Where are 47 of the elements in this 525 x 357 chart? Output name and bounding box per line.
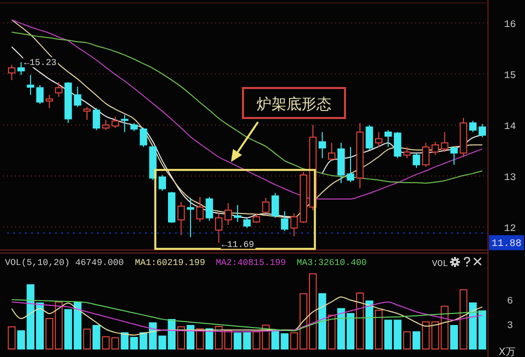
bar (431, 321, 440, 350)
bar (177, 326, 186, 350)
bar (356, 292, 364, 350)
y-tick-label: 16 (504, 20, 516, 31)
bar (92, 324, 100, 350)
bar (111, 337, 120, 350)
bar (365, 300, 374, 350)
bar (460, 289, 468, 350)
y-tick-label: 12 (504, 224, 516, 236)
y-tick-label: 15 (504, 70, 516, 82)
y-tick-label: 14 (504, 122, 516, 133)
line-series (11, 32, 483, 184)
bar (422, 321, 430, 350)
candlestick (26, 74, 34, 96)
bar (8, 326, 16, 350)
bar (280, 333, 289, 350)
bar (45, 318, 54, 350)
text: MA1:60219.199 (134, 258, 206, 268)
bar (328, 314, 336, 350)
candlestick (224, 202, 232, 226)
bar (83, 328, 91, 350)
y-tick-label: 3 (506, 321, 514, 332)
bar (102, 336, 110, 350)
annotation: ←11.69 (222, 240, 254, 250)
text: VOL (432, 259, 448, 269)
text: MA3:32610.400 (296, 258, 367, 268)
y-tick-label: 13 (504, 173, 516, 184)
candlestick (356, 122, 364, 189)
annotation: 炉架底形态 (256, 95, 332, 113)
y-tick-label: 6 (506, 296, 514, 308)
text: MA2:40815.199 (216, 258, 286, 268)
bar (271, 330, 280, 350)
bar (412, 331, 420, 350)
bar (186, 324, 194, 350)
candlestick (318, 132, 326, 159)
bar (54, 301, 63, 350)
bar (403, 331, 411, 350)
annotation: ←15.23 (24, 58, 57, 68)
bar (374, 310, 383, 350)
bar (318, 293, 326, 350)
candlestick (337, 142, 345, 184)
bar (196, 328, 204, 350)
candlestick (186, 197, 194, 238)
y-axis-title: X万 (498, 347, 516, 357)
ref-line-label: 11.88 (491, 239, 522, 250)
bar (450, 324, 458, 350)
chart-title: VOL(5,10,20) 46749.000 (5, 258, 124, 268)
